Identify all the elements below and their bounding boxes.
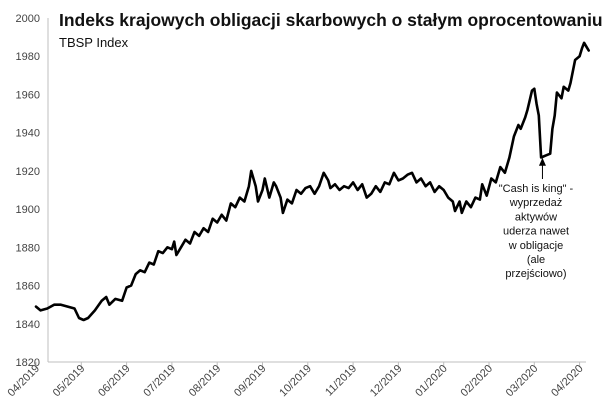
y-tick-label: 1860 bbox=[16, 281, 40, 293]
y-tick-label: 1900 bbox=[16, 204, 40, 216]
y-tick-label: 1960 bbox=[16, 89, 40, 101]
annotation-text-line: uderza nawet bbox=[503, 226, 569, 238]
annotation: "Cash is king" - wyprzedaż aktywów uderza n… bbox=[499, 157, 574, 280]
chart-subtitle: TBSP Index bbox=[59, 35, 129, 50]
annotation-text-line: w obligacje bbox=[508, 240, 563, 252]
annotation-text-line: przejściowo) bbox=[505, 268, 566, 280]
y-tick-label: 1940 bbox=[16, 128, 40, 140]
series-line-0 bbox=[34, 41, 590, 322]
annotation-text-line: aktywów bbox=[515, 211, 557, 223]
annotation-text-line: "Cash is king" - bbox=[499, 183, 574, 195]
y-tick-label: 1980 bbox=[16, 51, 40, 63]
annotation-text-line: (ale bbox=[527, 254, 545, 266]
annotation-arrow-head bbox=[538, 157, 546, 166]
y-tick-label: 1880 bbox=[16, 242, 40, 254]
chart-title: Indeks krajowych obligacji skarbowych o … bbox=[59, 10, 603, 30]
y-tick-label: 1820 bbox=[16, 357, 40, 369]
y-tick-label: 2000 bbox=[16, 13, 40, 25]
y-tick-label: 1840 bbox=[16, 319, 40, 331]
annotation-text-line: wyprzedaż bbox=[509, 197, 563, 209]
y-tick-label: 1920 bbox=[16, 166, 40, 178]
series-group bbox=[34, 41, 590, 322]
